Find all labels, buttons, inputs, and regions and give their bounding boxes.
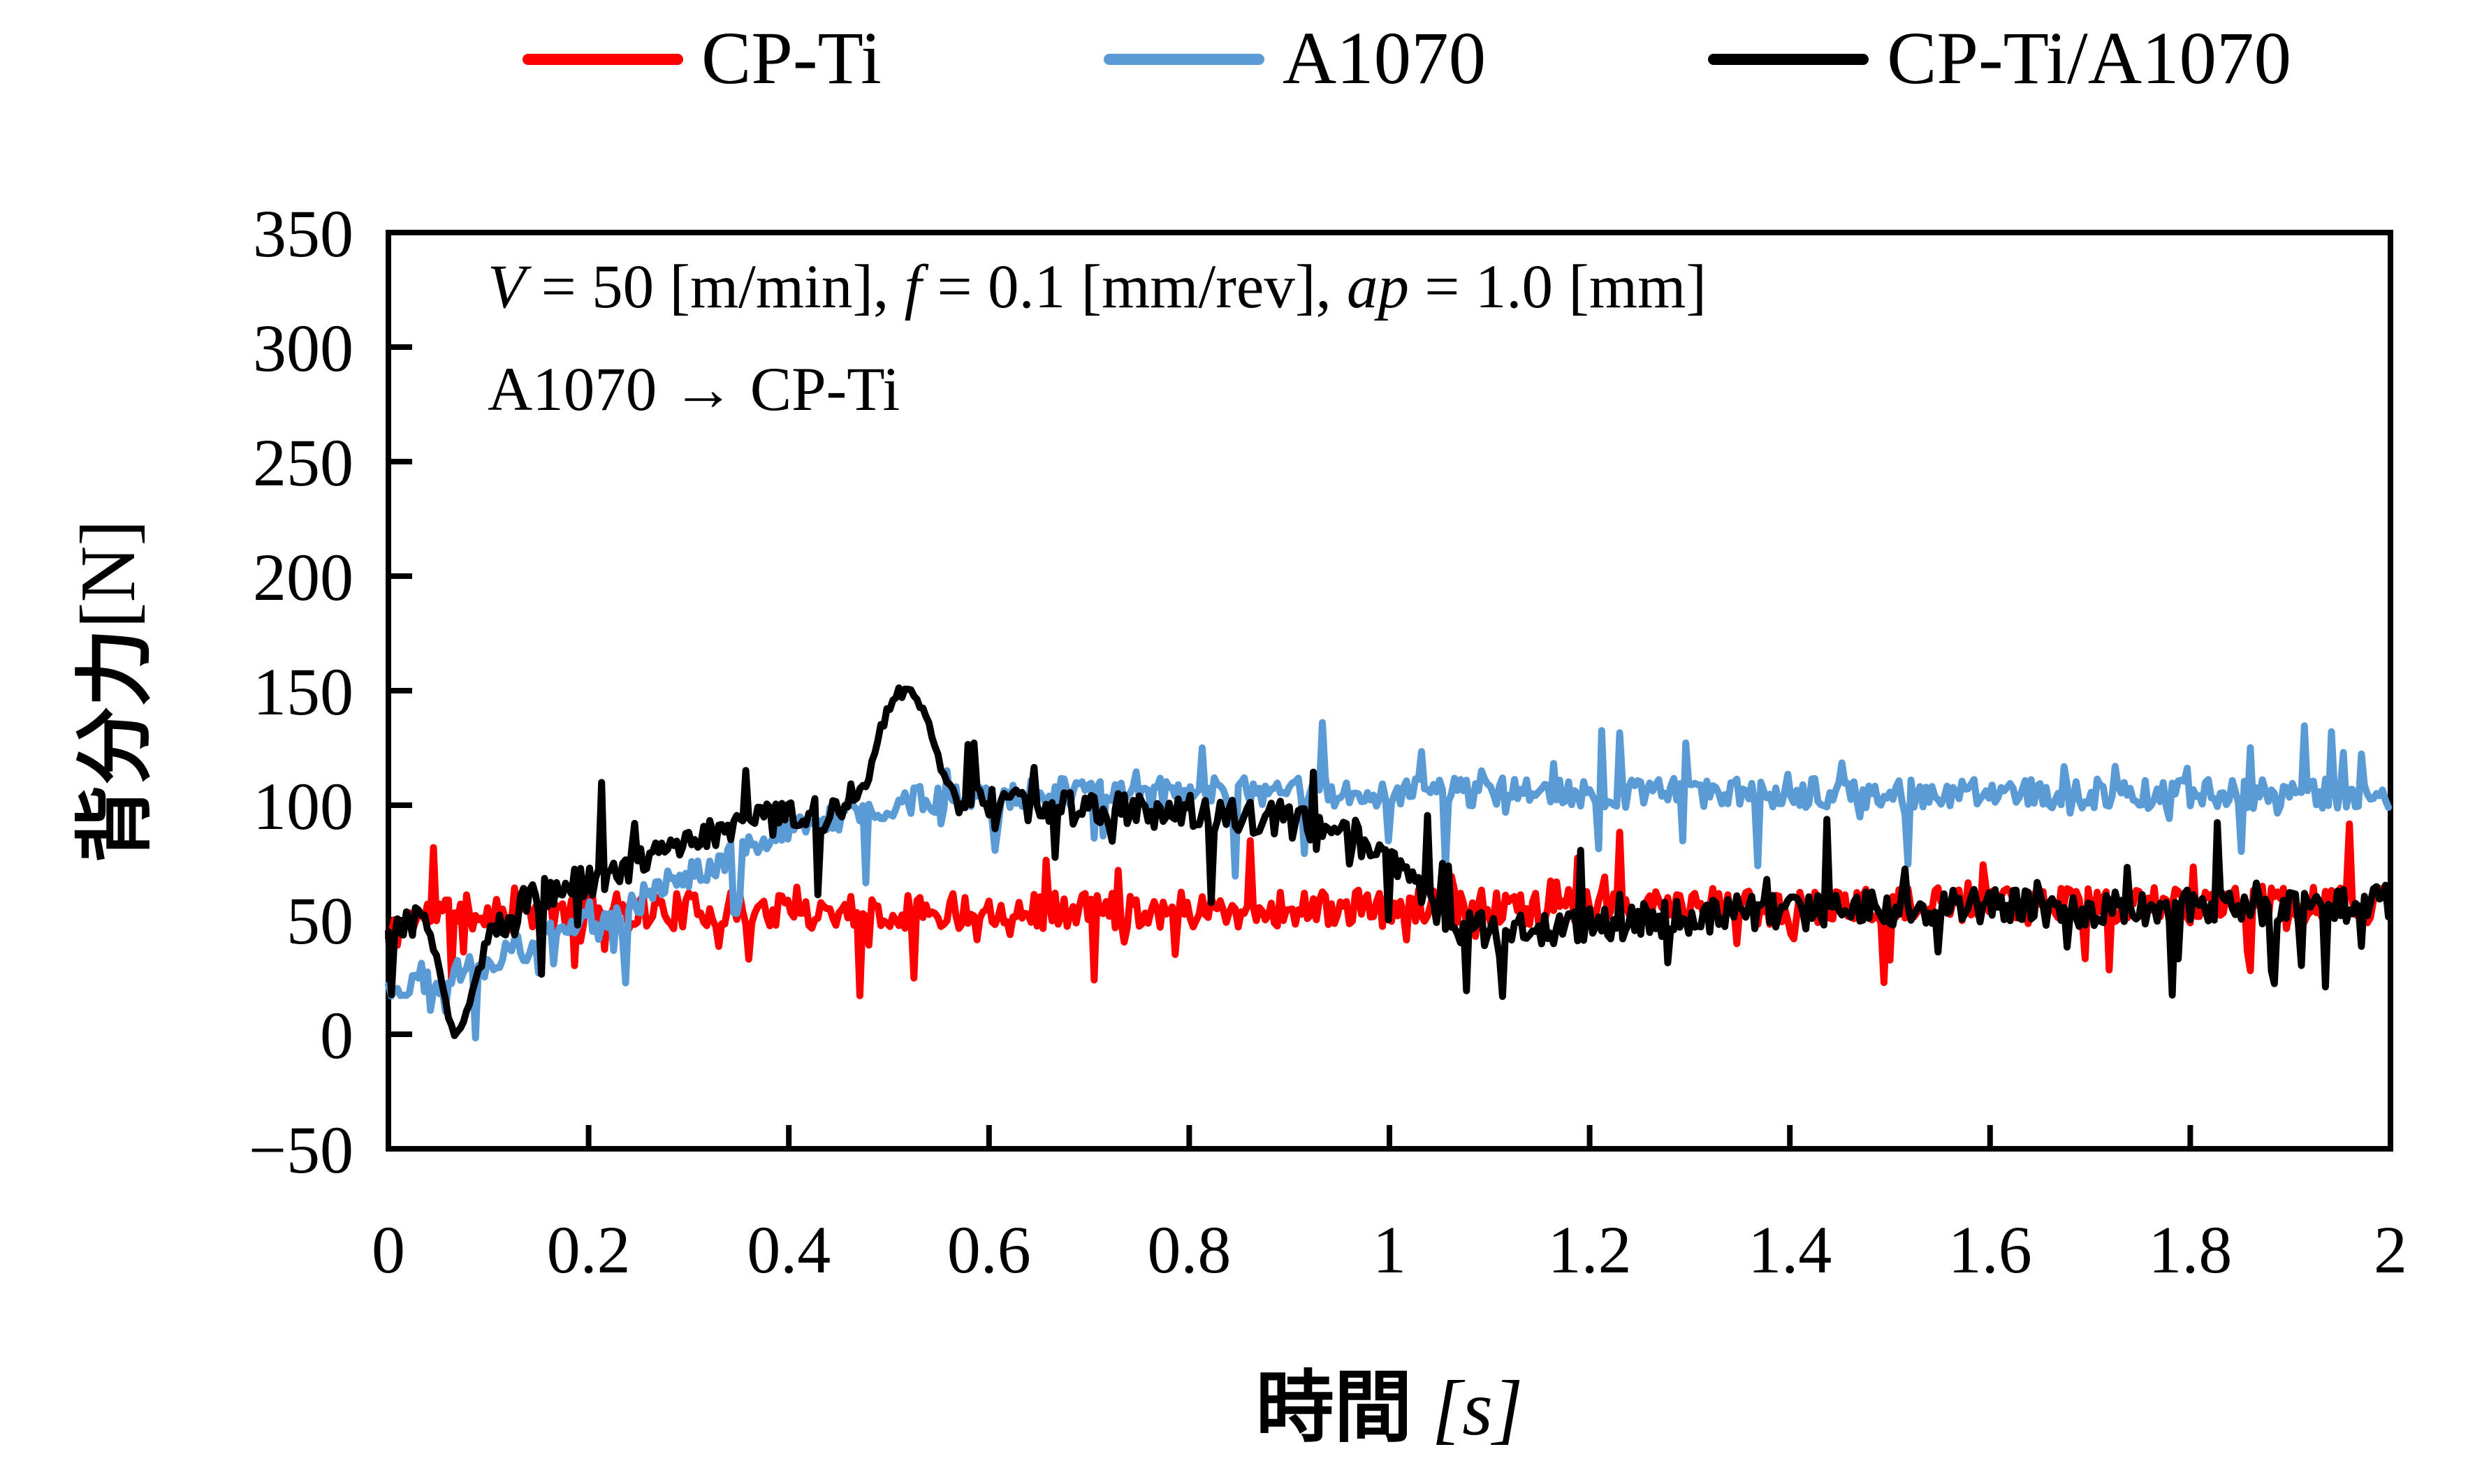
legend-swatch-cp-ti — [523, 53, 683, 65]
x-tick-label-1: 1 — [1373, 1212, 1406, 1287]
y-tick-label-200: 200 — [253, 540, 353, 615]
annotation-segment-4: ap — [1347, 253, 1410, 321]
annotation-segment-2: f — [904, 253, 922, 321]
y-axis-title-text: 背分力 — [73, 628, 159, 863]
x-axis-title-text: 時間 — [1255, 1365, 1412, 1452]
legend-item-cp-ti: CP-Ti — [523, 17, 882, 101]
legend-label-cp-ti: CP-Ti — [701, 17, 882, 100]
x-tick-label-0.6: 0.6 — [947, 1212, 1031, 1287]
y-axis-title: 背分力 [N] — [62, 409, 160, 974]
annotation-box: V = 50 [m/min], f = 0.1 [mm/rev], ap = 1… — [488, 236, 1707, 441]
y-tick-label-350: 350 — [253, 196, 353, 271]
x-axis-title: 時間 [s] — [1110, 1344, 1669, 1457]
y-tick-label-250: 250 — [253, 425, 353, 500]
x-tick-label-0: 0 — [372, 1212, 405, 1287]
y-tick-label-50: 50 — [286, 883, 353, 958]
x-tick-label-0.8: 0.8 — [1147, 1212, 1231, 1287]
annotation-conditions: V = 50 [m/min], f = 0.1 [mm/rev], ap = 1… — [488, 236, 1707, 339]
legend-swatch-a1070 — [1103, 53, 1264, 65]
legend-label-a1070: A1070 — [1282, 17, 1487, 100]
y-axis-title-unit: [N] — [64, 520, 152, 629]
annotation-segment-5: = 1.0 [mm] — [1409, 253, 1707, 321]
y-tick-label-300: 300 — [253, 311, 353, 385]
y-tick-label-0: 0 — [320, 998, 353, 1073]
legend-label-cp-ti-a1070: CP-Ti/A1070 — [1887, 17, 2291, 100]
x-tick-label-1.6: 1.6 — [1948, 1212, 2032, 1287]
annotation-segment-0: V — [488, 253, 526, 321]
x-tick-label-1.4: 1.4 — [1748, 1212, 1832, 1287]
x-tick-label-0.4: 0.4 — [747, 1212, 831, 1287]
annotation-sequence: A1070 → CP-Ti — [488, 355, 900, 424]
legend-swatch-cp-ti-a1070 — [1708, 53, 1869, 65]
series-line-cp-ti-a1070 — [385, 684, 2393, 1039]
y-tick-label-100: 100 — [253, 769, 353, 844]
x-tick-label-0.2: 0.2 — [547, 1212, 631, 1287]
x-tick-label-2: 2 — [2374, 1212, 2407, 1287]
y-tick-label-150: 150 — [253, 654, 353, 729]
x-tick-label-1.8: 1.8 — [2148, 1212, 2232, 1287]
legend-item-a1070: A1070 — [1103, 17, 1487, 101]
annotation-segment-1: = 50 [m/min], — [525, 253, 905, 321]
x-tick-label-1.2: 1.2 — [1548, 1212, 1632, 1287]
annotation-segment-3: = 0.1 [mm/rev], — [921, 253, 1348, 321]
x-axis-title-unit: [s] — [1431, 1365, 1524, 1452]
y-tick-label-−50: −50 — [249, 1112, 353, 1187]
series-line-a1070 — [385, 719, 2393, 1042]
legend-item-cp-ti-a1070: CP-Ti/A1070 — [1708, 17, 2291, 101]
legend: CP-Ti A1070 CP-Ti/A1070 — [523, 17, 2291, 101]
